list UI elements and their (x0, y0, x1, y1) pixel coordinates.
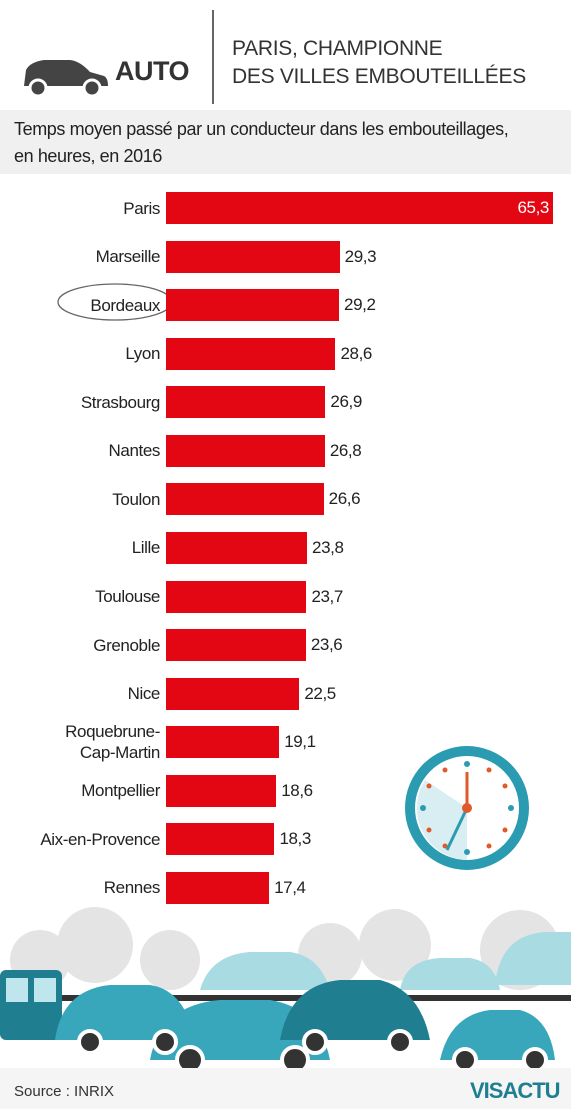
value-label: 23,8 (312, 532, 344, 564)
value-label: 23,7 (311, 581, 343, 613)
category-label: Marseille (4, 234, 160, 280)
bar (166, 338, 335, 370)
category-label: Montpellier (4, 768, 160, 814)
bar (166, 872, 269, 904)
value-label: 29,2 (344, 289, 376, 321)
value-label: 18,6 (281, 775, 313, 807)
bar (166, 775, 276, 807)
bar (166, 483, 324, 515)
value-label: 23,6 (311, 629, 343, 661)
category-label: Paris (4, 185, 160, 231)
category-label: Toulouse (4, 574, 160, 620)
bar (166, 435, 325, 467)
category-label: Bordeaux (4, 282, 160, 328)
bar (166, 823, 274, 855)
value-label: 19,1 (284, 726, 316, 758)
bar (166, 678, 299, 710)
value-label: 22,5 (304, 678, 336, 710)
category-label: Rennes (4, 865, 160, 911)
category-label: Grenoble (4, 622, 160, 668)
bar (166, 629, 306, 661)
value-label: 26,9 (330, 386, 362, 418)
value-label: 18,3 (279, 823, 311, 855)
bar (166, 726, 279, 758)
category-label: Nice (4, 671, 160, 717)
bar (166, 241, 340, 273)
source: Source : INRIX (14, 1083, 114, 1100)
value-label: 26,6 (329, 483, 361, 515)
category-label: Aix-en-Provence (4, 816, 160, 862)
value-label: 28,6 (340, 338, 372, 370)
value-label: 17,4 (274, 872, 306, 904)
bar (166, 581, 306, 613)
bar (166, 532, 307, 564)
category-label: Strasbourg (4, 379, 160, 425)
value-label: 29,3 (345, 241, 377, 273)
category-label: Lille (4, 525, 160, 571)
bar (166, 386, 325, 418)
logo: VISACTU (470, 1078, 560, 1104)
page: AUTO PARIS, CHAMPIONNE DES VILLES EMBOUT… (0, 0, 571, 1109)
category-label: Toulon (4, 476, 160, 522)
category-label: Roquebrune- Cap-Martin (4, 719, 160, 765)
bar (166, 289, 339, 321)
value-label: 26,8 (330, 435, 362, 467)
value-label: 65,3 (166, 192, 549, 224)
category-label: Nantes (4, 428, 160, 474)
category-label: Lyon (4, 331, 160, 377)
